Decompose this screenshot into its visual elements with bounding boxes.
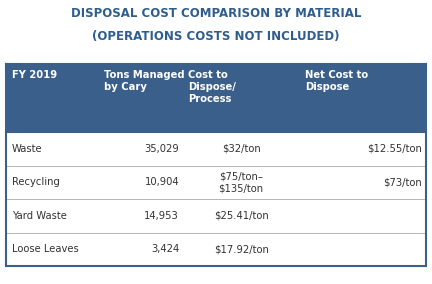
Text: 35,029: 35,029: [144, 144, 179, 154]
Text: $25.41/ton: $25.41/ton: [214, 211, 269, 221]
Text: DISPOSAL COST COMPARISON BY MATERIAL: DISPOSAL COST COMPARISON BY MATERIAL: [71, 7, 361, 20]
Text: $17.92/ton: $17.92/ton: [214, 244, 269, 254]
Text: 10,904: 10,904: [144, 177, 179, 187]
Text: Loose Leaves: Loose Leaves: [12, 244, 79, 254]
Text: 3,424: 3,424: [151, 244, 179, 254]
Text: $32/ton: $32/ton: [222, 144, 260, 154]
Text: Recycling: Recycling: [12, 177, 60, 187]
Text: $73/ton: $73/ton: [383, 177, 422, 187]
Text: Waste: Waste: [12, 144, 42, 154]
Text: Cost to
Dispose/
Process: Cost to Dispose/ Process: [187, 70, 235, 104]
Text: Yard Waste: Yard Waste: [12, 211, 67, 221]
Text: FY 2019: FY 2019: [12, 70, 57, 80]
Text: 14,953: 14,953: [144, 211, 179, 221]
Text: Tons Managed
by Cary: Tons Managed by Cary: [104, 70, 184, 92]
Text: (OPERATIONS COSTS NOT INCLUDED): (OPERATIONS COSTS NOT INCLUDED): [92, 30, 340, 43]
Bar: [6, 64, 426, 132]
Text: Net Cost to
Dispose: Net Cost to Dispose: [305, 70, 368, 92]
Text: $75/ton–
$135/ton: $75/ton– $135/ton: [219, 172, 264, 193]
Text: $12.55/ton: $12.55/ton: [367, 144, 422, 154]
